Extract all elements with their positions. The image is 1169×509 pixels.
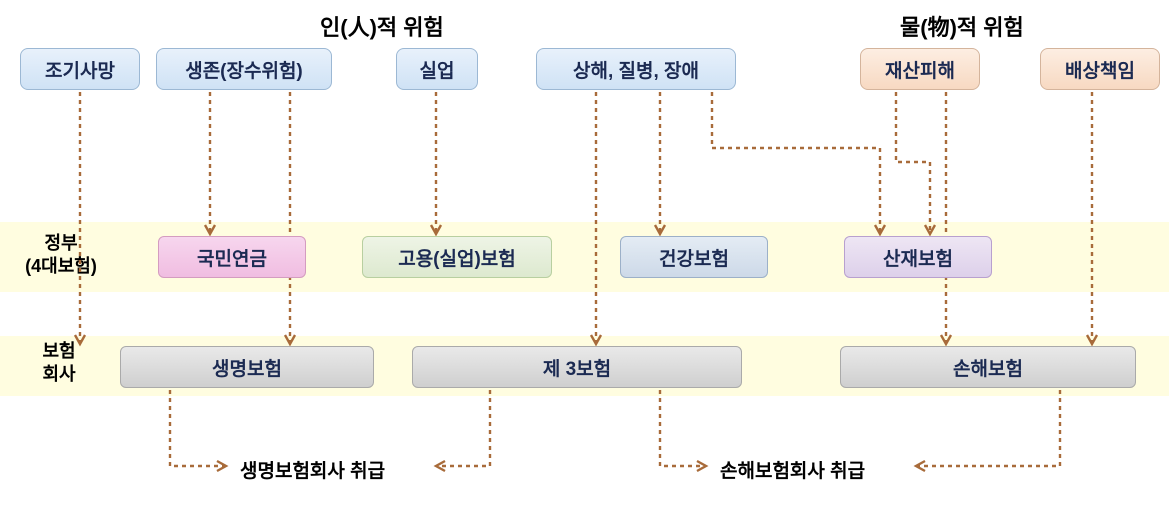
risk-node-longevity: 생존(장수위험) [156, 48, 332, 90]
arrow-third-down-right [660, 390, 706, 466]
gov-node-workcomp: 산재보험 [844, 236, 992, 278]
row-label-comp-l2: 회사 [42, 364, 75, 384]
row-label-comp-l1: 보험 [42, 341, 75, 361]
gov-node-emp: 고용(실업)보험 [362, 236, 552, 278]
risk-node-property: 재산피해 [860, 48, 980, 90]
risk-node-early: 조기사망 [20, 48, 140, 90]
diagram-stage: 인(人)적 위험 물(物)적 위험 정부 (4대보험) 보험 회사 생명보험회사… [0, 0, 1169, 509]
gov-node-pension: 국민연금 [158, 236, 306, 278]
arrow-health-toWC [712, 92, 880, 234]
company-node-third: 제 3보험 [412, 346, 742, 388]
company-node-life: 생명보험 [120, 346, 374, 388]
footer-life-insurance: 생명보험회사 취급 [240, 456, 385, 483]
company-node-nonlife: 손해보험 [840, 346, 1136, 388]
row-label-government: 정부 (4대보험) [8, 232, 114, 277]
arrow-nonlife-down [916, 390, 1060, 466]
row-label-company: 보험 회사 [24, 340, 94, 385]
risk-node-liability: 배상책임 [1040, 48, 1160, 90]
footer-nonlife-insurance: 손해보험회사 취급 [720, 456, 865, 483]
header-personal-risk: 인(人)적 위험 [320, 10, 444, 42]
row-label-gov-l1: 정부 [44, 233, 77, 253]
arrow-life-down [170, 390, 226, 466]
risk-node-unemp: 실업 [396, 48, 478, 90]
arrow-property-toWC [896, 92, 930, 234]
row-label-gov-l2: (4대보험) [25, 256, 97, 276]
header-material-risk: 물(物)적 위험 [900, 10, 1024, 42]
risk-node-health: 상해, 질병, 장애 [536, 48, 736, 90]
arrow-third-down-left [436, 390, 490, 466]
gov-node-healthI: 건강보험 [620, 236, 768, 278]
